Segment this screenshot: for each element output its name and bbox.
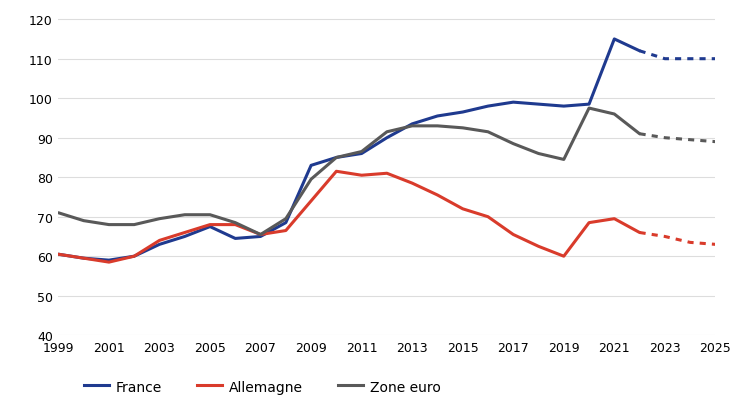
Legend: France, Allemagne, Zone euro: France, Allemagne, Zone euro [79, 375, 446, 400]
